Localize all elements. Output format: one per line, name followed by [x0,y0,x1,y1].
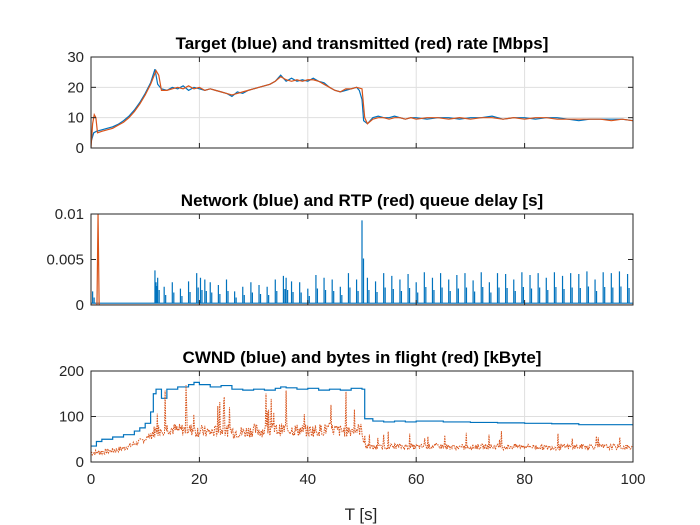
x-axis-label: T [s] [345,505,378,524]
x-tick-label: 20 [191,471,208,488]
x-tick-label: 0 [87,471,95,488]
series-blue-line [91,381,633,447]
y-tick-label: 30 [67,49,84,66]
subplot-2: 0 0.005 0.01 Network (blue) and RTP (red) q… [46,191,634,314]
subplot-title: CWND (blue) and bytes in flight (red) [k… [183,348,542,367]
subplot-3: 0 100 200 0 20 40 60 80 100 CWND (blue) and bytes… [59,348,646,488]
y-tick-label: 20 [67,79,84,96]
series-blue-line [91,220,633,304]
x-tick-label: 40 [299,471,316,488]
y-tick-label: 0 [76,454,84,471]
axes-border [90,56,634,149]
y-tick-label: 100 [59,409,84,426]
x-tick-label: 80 [516,471,533,488]
y-tick-label: 0 [76,297,84,314]
x-tick-label: 100 [620,471,645,488]
y-tick-label: 10 [67,110,84,127]
y-tick-label: 200 [59,363,84,380]
series-red-line [91,69,633,148]
subplot-title: Target (blue) and transmitted (red) rate… [176,34,549,53]
y-tick-label: 0.01 [55,206,84,223]
subplot-1: 0 10 20 30 Target (blue) and transmitted (re… [67,34,634,157]
y-tick-label: 0.005 [46,252,84,269]
x-tick-label: 60 [408,471,425,488]
series-red-line [91,385,633,456]
subplot-title: Network (blue) and RTP (red) queue delay… [181,191,543,210]
y-tick-label: 0 [76,140,84,157]
